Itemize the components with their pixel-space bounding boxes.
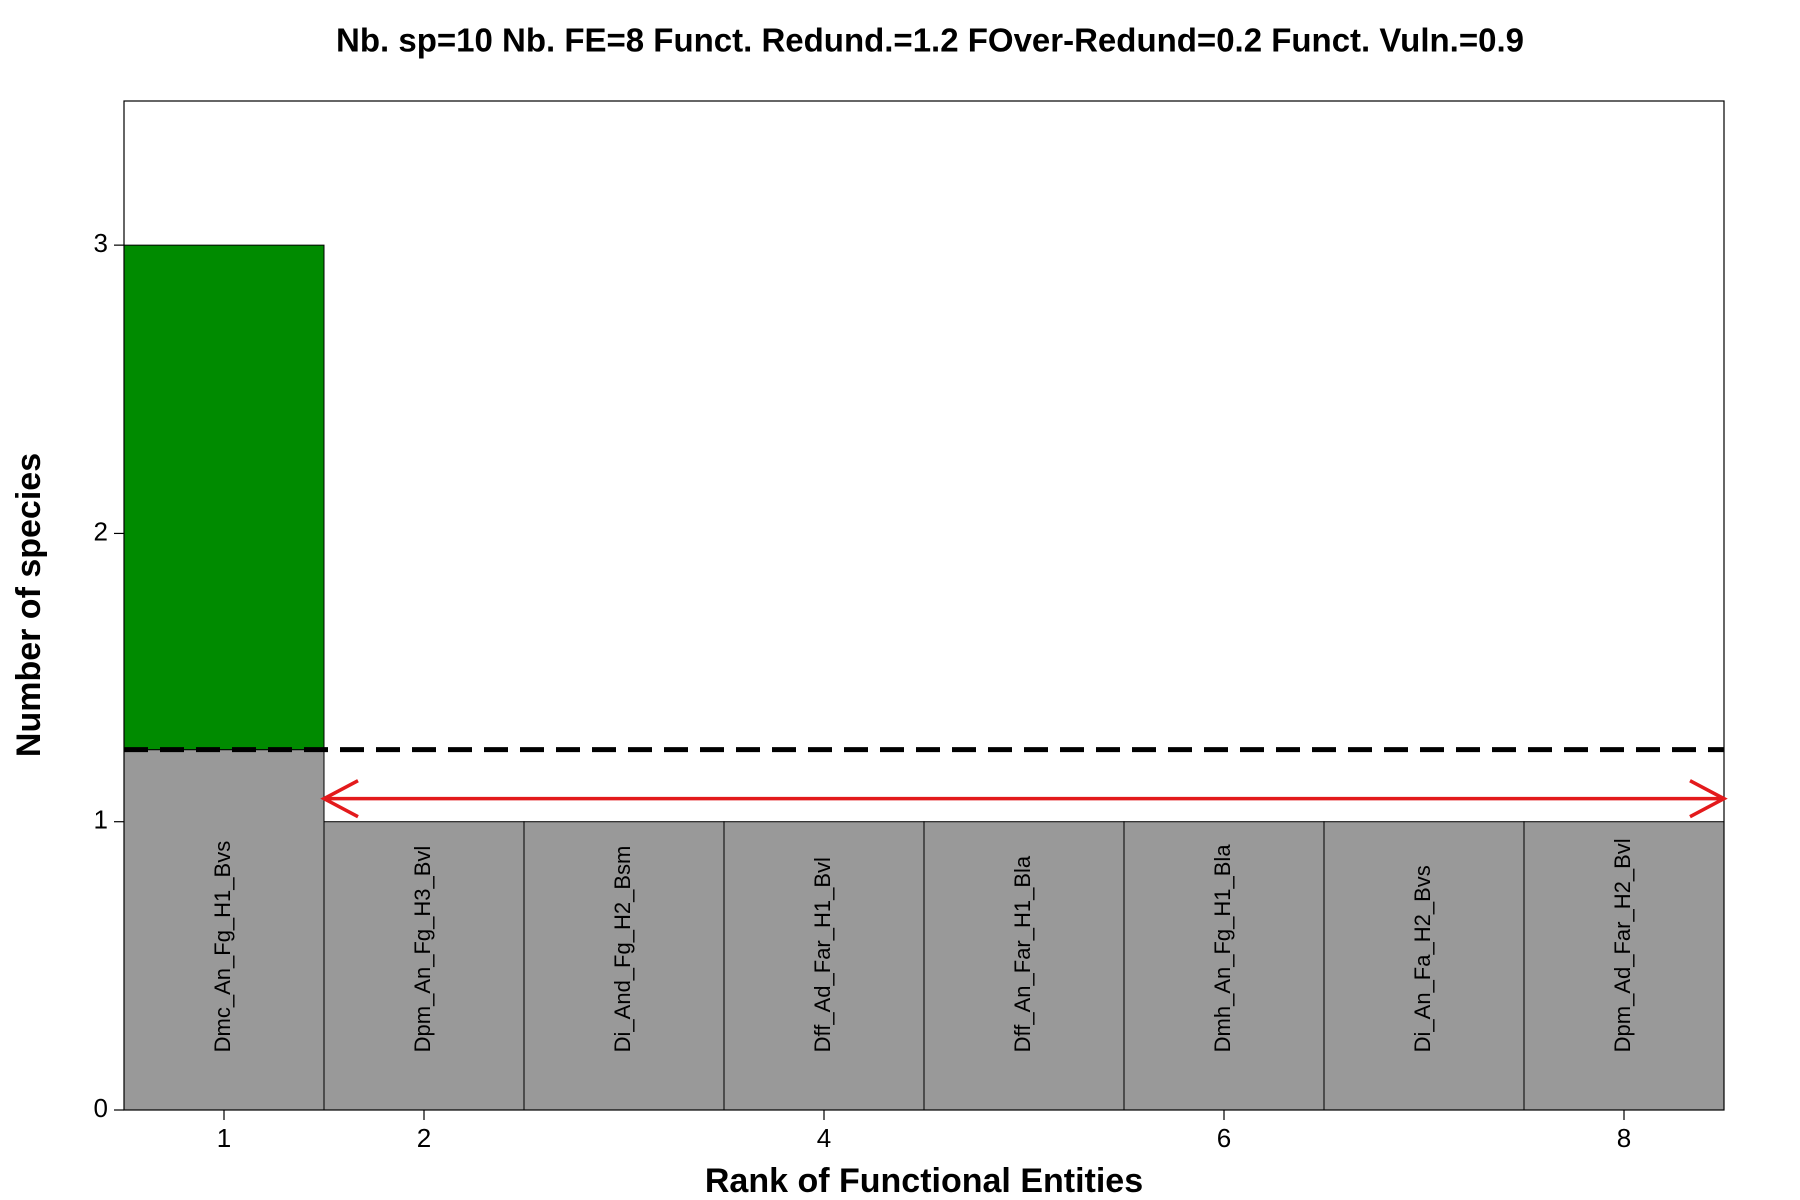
bar-label: Di_An_Fa_H2_Bvs [1410,865,1435,1052]
bar [723,821,925,1111]
y-tick-label: 0 [94,1093,108,1123]
bar [323,821,525,1111]
bar-label: Dpm_An_Fg_H3_Bvl [410,846,435,1053]
x-tick-label: 1 [217,1123,231,1153]
bar-label: Dff_An_Far_H1_Bla [1010,855,1035,1052]
y-tick-label: 3 [94,228,108,258]
bar [923,821,1125,1111]
bar-over-redundant [123,244,325,751]
bar-label: Dmc_An_Fg_H1_Bvs [210,841,235,1053]
plot-frame [123,100,1725,1111]
x-tick-label: 6 [1217,1123,1231,1153]
bar-label: Dpm_Ad_Far_H2_Bvl [1610,838,1635,1052]
bar-label: Dmh_An_Fg_H1_Bla [1210,844,1235,1053]
vulnerability-arrow [320,779,1728,819]
y-tick-label: 1 [94,805,108,835]
bar [1323,821,1525,1111]
bar-label: Di_And_Fg_H2_Bsm [610,846,635,1053]
bar [1523,821,1725,1111]
y-tick-label: 2 [94,516,108,546]
x-tick-label: 4 [817,1123,831,1153]
y-axis-title: Number of species [10,453,48,757]
bar [523,821,725,1111]
bar-redundant-part [123,749,325,1111]
x-tick-label: 2 [417,1123,431,1153]
x-tick-label: 8 [1617,1123,1631,1153]
bar-label: Dff_Ad_Far_H1_Bvl [810,857,835,1052]
bar [1123,821,1325,1111]
chart-title: Nb. sp=10 Nb. FE=8 Funct. Redund.=1.2 FO… [336,22,1524,59]
x-axis-title: Rank of Functional Entities [705,1162,1143,1200]
